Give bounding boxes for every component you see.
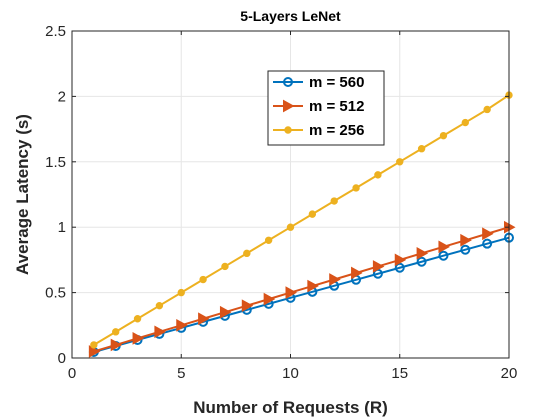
- data-point: [263, 292, 276, 306]
- data-point: [460, 244, 471, 255]
- data-point: [482, 238, 493, 249]
- data-point: [417, 145, 426, 153]
- data-point: [461, 118, 469, 127]
- data-point: [90, 341, 98, 349]
- data-point: [219, 305, 232, 319]
- data-point: [286, 223, 295, 231]
- data-point: [396, 158, 404, 166]
- legend-label: m = 560: [309, 74, 364, 91]
- data-point: [243, 249, 251, 258]
- y-tick-label: 2.5: [45, 23, 66, 40]
- data-point: [460, 233, 472, 247]
- data-point: [482, 227, 494, 241]
- x-tick-label: 10: [282, 365, 299, 382]
- y-axis-label: Average Latency (s): [13, 114, 32, 275]
- legend-marker: [283, 99, 295, 113]
- legend-marker: [283, 77, 293, 87]
- y-tick-label: 1: [58, 219, 66, 236]
- data-point: [154, 325, 166, 339]
- axis-ticks: 0 5 10 15 20 0 0.5 1 1.5 2 2.5: [45, 23, 517, 382]
- legend-entry: m = 256: [273, 122, 364, 139]
- data-point: [155, 301, 164, 310]
- data-point: [133, 315, 142, 323]
- series-layer: [88, 91, 516, 358]
- x-tick-label: 0: [68, 365, 76, 382]
- chart-title: 5-Layers LeNet: [240, 8, 341, 24]
- data-point: [199, 275, 207, 284]
- x-axis-label: Number of Requests (R): [193, 398, 388, 417]
- series-3: [90, 91, 513, 349]
- data-point: [329, 273, 341, 286]
- legend-label: m = 512: [309, 98, 364, 115]
- x-tick-label: 20: [501, 365, 518, 382]
- x-tick-label: 5: [177, 365, 185, 382]
- data-point: [112, 328, 120, 336]
- y-tick-label: 2: [58, 88, 66, 105]
- data-point: [372, 260, 385, 273]
- legend-marker: [284, 126, 292, 134]
- y-tick-label: 0.5: [45, 285, 66, 302]
- data-point: [307, 279, 319, 293]
- y-tick-label: 1.5: [45, 154, 66, 171]
- x-tick-label: 15: [391, 365, 408, 382]
- data-point: [241, 299, 254, 313]
- legend-label: m = 256: [309, 122, 364, 139]
- data-point: [438, 250, 449, 261]
- data-point: [374, 171, 382, 179]
- series-line: [93, 94, 510, 346]
- data-point: [176, 318, 188, 332]
- y-tick-label: 0: [58, 350, 66, 367]
- data-point: [439, 131, 448, 140]
- data-point: [88, 345, 101, 358]
- data-point: [330, 197, 338, 205]
- data-point: [221, 262, 229, 271]
- data-point: [352, 184, 360, 192]
- legend-entry: m = 512: [273, 98, 364, 115]
- data-point: [285, 286, 298, 299]
- data-point: [110, 338, 123, 352]
- legend-entry: m = 560: [273, 74, 364, 91]
- data-point: [351, 266, 363, 280]
- data-point: [198, 312, 210, 326]
- data-point: [416, 256, 427, 267]
- data-point: [394, 253, 407, 267]
- data-point: [394, 262, 405, 273]
- data-point: [483, 105, 491, 114]
- data-point: [264, 236, 273, 244]
- series-2: [88, 220, 516, 358]
- data-point: [438, 240, 450, 254]
- data-point: [132, 332, 145, 345]
- data-point: [416, 247, 429, 260]
- legend: m = 560 m = 512 m = 256: [267, 70, 385, 146]
- data-point: [308, 210, 317, 218]
- data-point: [177, 288, 185, 297]
